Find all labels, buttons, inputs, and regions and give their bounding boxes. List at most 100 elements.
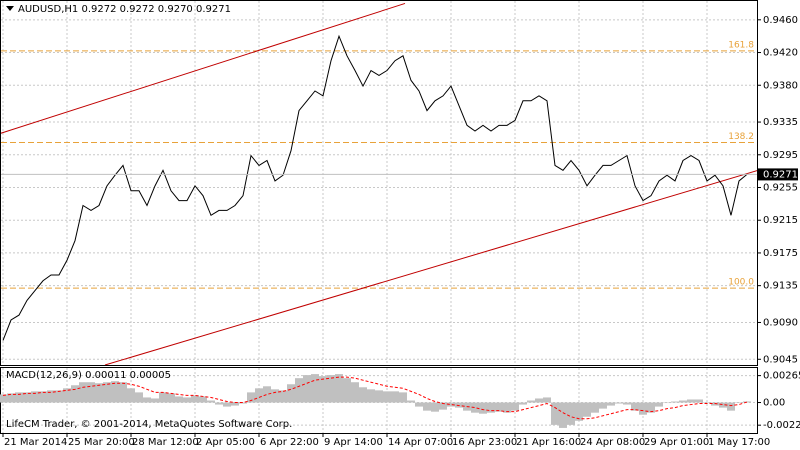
macd-bar [111, 381, 119, 403]
macd-bar [23, 392, 31, 403]
macd-bar [63, 388, 71, 403]
signal-line [2, 376, 748, 420]
macd-bar [743, 401, 751, 403]
macd-bar [175, 396, 183, 403]
macd-bar [727, 402, 735, 411]
macd-bar [647, 402, 655, 413]
y-tick-label: 0.9295 [763, 150, 798, 161]
y-tick-label: 0.9090 [763, 317, 798, 328]
macd-bar [271, 389, 279, 403]
macd-bar [7, 393, 15, 403]
macd-title: MACD(12,26,9) 0.00011 0.00005 [6, 370, 171, 381]
macd-bar [735, 402, 743, 404]
macd-bar [255, 388, 263, 403]
macd-bar [663, 402, 671, 404]
macd-bar [263, 386, 271, 403]
copyright: LifeCM Trader, © 2001-2014, MetaQuotes S… [6, 419, 292, 430]
macd-bar [127, 388, 135, 403]
macd-bar [247, 392, 255, 403]
macd-bar [423, 402, 431, 411]
fib-label: 100.0 [728, 278, 754, 288]
macd-bar [95, 383, 103, 403]
macd-bar [455, 402, 463, 408]
macd-bar [311, 374, 319, 403]
macd-bar [375, 390, 383, 403]
macd-bar [343, 378, 351, 403]
macd-bar [303, 375, 311, 403]
macd-bar [55, 390, 63, 403]
macd-bar [607, 402, 615, 406]
macd-bar [519, 402, 527, 405]
macd-bar [479, 402, 487, 414]
macd-bar [407, 400, 415, 403]
y-tick-label: 0.9380 [763, 80, 798, 91]
x-tick-label: 14 Apr 07:00 [388, 437, 453, 448]
y-tick-label: 0.9135 [763, 281, 798, 292]
macd-bar [631, 402, 639, 411]
macd-bar [383, 391, 391, 403]
chart-title: AUDUSD,H1 0.9272 0.9272 0.9270 0.9271 [18, 4, 231, 15]
macd-bar [159, 392, 167, 403]
macd-bar [327, 375, 335, 403]
macd-bar [583, 402, 591, 417]
price-line [2, 34, 748, 341]
macd-bar [439, 402, 447, 410]
macd-bar [239, 402, 247, 404]
y-tick-label: 0.00 [763, 398, 785, 409]
macd-bar [623, 402, 631, 405]
macd-bar [119, 382, 127, 403]
fib-label: 138.2 [728, 132, 754, 142]
macd-bar [71, 385, 79, 403]
macd-bar [39, 391, 47, 403]
macd-bar [487, 402, 495, 413]
last-price-label: 0.9271 [763, 169, 798, 180]
macd-bar [559, 402, 567, 428]
fib-label: 161.8 [728, 40, 754, 50]
macd-bar [335, 374, 343, 403]
macd-bar [351, 382, 359, 403]
x-tick-label: 1 May 17:00 [708, 437, 770, 448]
macd-bar [535, 398, 543, 403]
macd-bar [719, 402, 727, 408]
macd-bar [295, 378, 303, 403]
trendline [1, 2, 406, 134]
menu-arrow [6, 6, 14, 11]
macd-bar [207, 400, 215, 403]
main-panel [0, 0, 758, 366]
macd-bar [543, 397, 551, 403]
macd-bar [687, 399, 695, 403]
macd-bar [359, 387, 367, 403]
macd-bar [399, 392, 407, 403]
macd-bar [319, 376, 327, 403]
macd-bar [0, 394, 7, 403]
y-tick-label: 0.00265 [763, 371, 800, 382]
macd-bar [199, 396, 207, 403]
macd-bar [183, 397, 191, 403]
macd-bar [191, 395, 199, 403]
macd-bar [527, 400, 535, 403]
x-tick-label: 2 Apr 05:00 [196, 437, 255, 448]
x-tick-label: 25 Mar 20:00 [68, 437, 135, 448]
macd-bar [703, 402, 711, 404]
macd-bar [591, 402, 599, 413]
macd-bar [103, 382, 111, 403]
macd-bar [655, 402, 663, 407]
macd-bar [279, 390, 287, 403]
x-tick-label: 21 Apr 16:00 [516, 437, 581, 448]
macd-bar [47, 390, 55, 403]
macd-bar [367, 389, 375, 403]
macd-bar [31, 391, 39, 403]
macd-bar [639, 402, 647, 415]
x-tick-label: 9 Apr 14:00 [324, 437, 383, 448]
x-tick-label: 28 Mar 12:00 [132, 437, 199, 448]
macd-bar [695, 399, 703, 403]
macd-bar [135, 392, 143, 403]
y-tick-label: 0.9335 [763, 117, 798, 128]
y-tick-label: 0.9215 [763, 215, 798, 226]
x-tick-label: 21 Mar 2014 [4, 437, 67, 448]
trendline [104, 170, 757, 365]
macd-bar [415, 402, 423, 407]
x-tick-label: 29 Apr 01:00 [644, 437, 709, 448]
macd-bar [15, 392, 23, 403]
